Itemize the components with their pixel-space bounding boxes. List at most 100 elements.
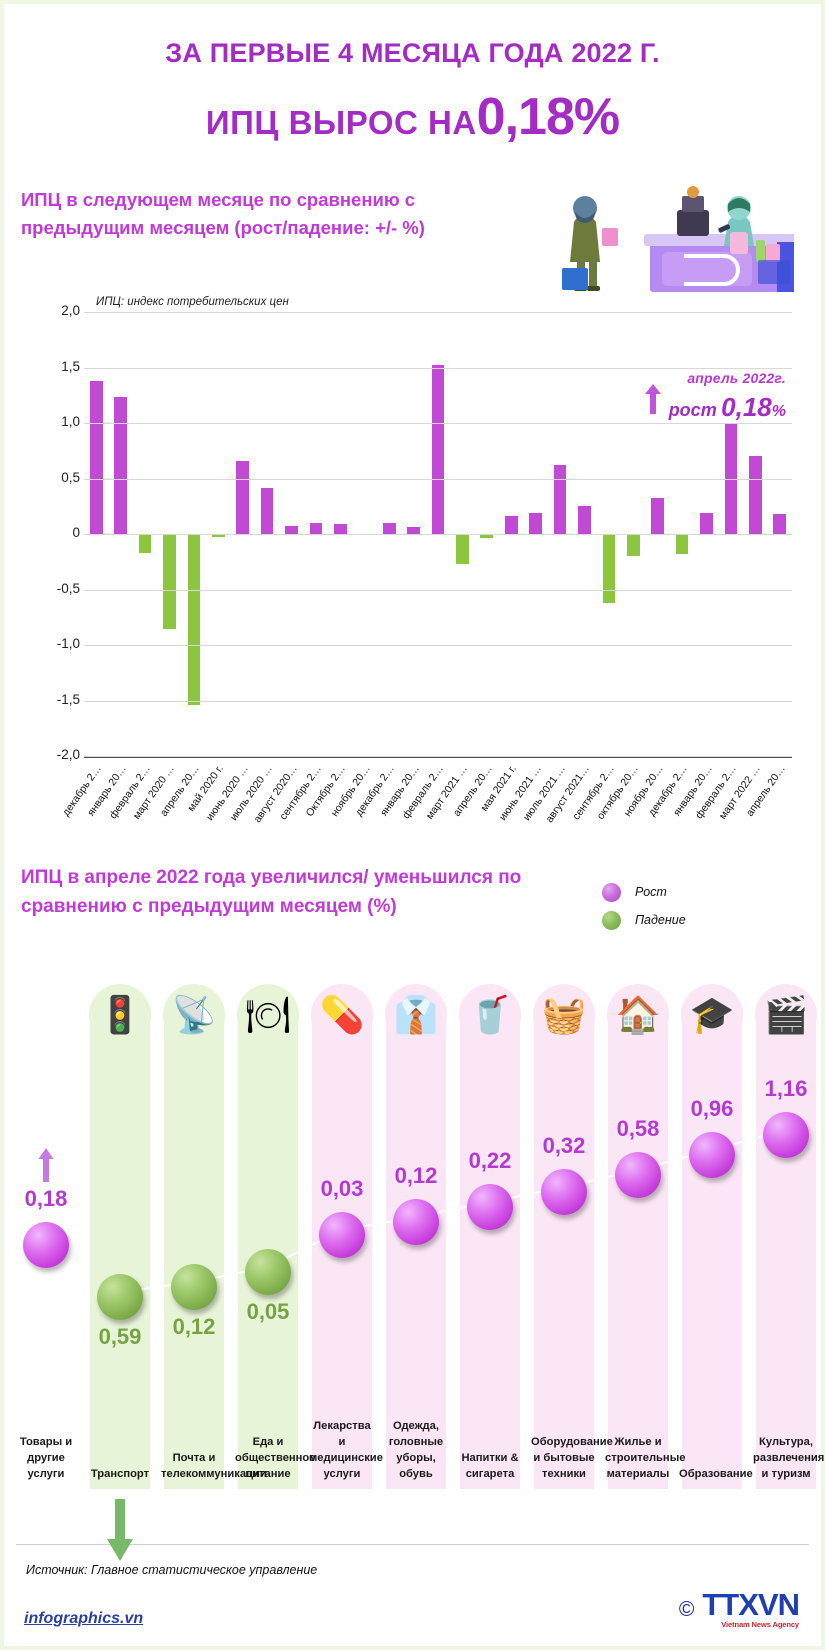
drink-cigarette-icon: 🥤	[459, 984, 521, 1046]
category-column[interactable]: 👔 0,12 Одежда, головные уборы, обувь	[379, 984, 453, 1489]
chart-bar	[163, 534, 176, 630]
section2-heading: ИПЦ в апреле 2022 года увеличился/ умень…	[21, 867, 522, 917]
chart-bar	[480, 534, 494, 539]
legend-dot-up-icon	[602, 882, 621, 902]
category-label: Напитки & сигарета	[461, 1452, 519, 1481]
category-column[interactable]: 0,18 Товары и другие услуги	[9, 984, 83, 1489]
category-column[interactable]: 🎬 1,16 Культура, развлечения и туризм	[749, 984, 824, 1489]
antenna-tower-icon: 📡	[163, 984, 225, 1046]
chart-gridline	[84, 645, 792, 646]
category-value: 0,59	[98, 1324, 142, 1349]
category-column[interactable]: 📡 0,12 Почта и телекоммуникации	[157, 984, 267, 1489]
legend-label-down: Падение	[635, 913, 686, 927]
chart-gridline	[84, 423, 792, 424]
category-value: 0,05	[246, 1299, 290, 1324]
category-column[interactable]: 🧺 0,32 Оборудование и бытовые техники	[527, 984, 613, 1489]
category-value: 0,12	[394, 1163, 438, 1188]
category-value: 0,32	[542, 1133, 586, 1158]
legend-label-up: Рост	[635, 885, 667, 899]
legend-item-up: Рост	[602, 878, 686, 906]
category-column[interactable]: 🎓 0,96 Образование	[675, 984, 753, 1489]
footer-divider	[16, 1544, 809, 1545]
chart-bar	[431, 365, 445, 534]
chart-bar	[309, 522, 323, 534]
category-columns: 0,18 Товары и другие услуги 🚦 0,59 Транспорт…	[9, 979, 824, 1561]
category-panel	[238, 1006, 298, 1489]
chart-bar	[211, 534, 225, 538]
shopping-illustration	[532, 186, 796, 298]
category-label: Товары и другие услуги	[19, 1436, 73, 1481]
category-value: 1,16	[764, 1076, 808, 1101]
chart-bar	[602, 534, 616, 603]
source-note: Источник: Главное статистическое управле…	[26, 1563, 318, 1577]
category-panel	[164, 1006, 224, 1489]
category-ball-up	[615, 1152, 661, 1198]
cpi-bar-chart: ИПЦ: индекс потребительских цен апрель 2…	[4, 296, 825, 866]
category-label: Лекарства и медицинские услуги	[309, 1420, 383, 1481]
copyright-icon: ©	[678, 1597, 695, 1621]
chart-x-labels: декабрь 2… январь 20… февраль 2… март 2020 …	[60, 759, 792, 864]
category-value: 0,58	[616, 1116, 660, 1141]
chart-bar	[700, 512, 713, 534]
chart-bar	[187, 534, 201, 705]
category-panel	[386, 1006, 446, 1489]
chart-bar	[651, 498, 665, 534]
chart-bars	[84, 312, 792, 756]
chart-legend: Рост Падение	[602, 878, 686, 934]
chart-bar	[578, 506, 591, 534]
chart-plot-area: апрель 2022г. рост 0,18% 2,0 1,5 1,0 0,5 0 -0…	[57, 303, 792, 762]
chart-bar	[504, 516, 518, 534]
chart-bar	[285, 526, 298, 534]
chart-gridline	[84, 312, 792, 313]
category-label: Образование	[679, 1468, 753, 1481]
category-column[interactable]: 🏠 0,58 Жилье и строительные материалы	[601, 984, 686, 1489]
category-panel	[534, 1006, 594, 1489]
category-label: Транспорт	[90, 1468, 150, 1481]
annotation-growth: рост 0,18%	[669, 392, 786, 423]
chart-bar	[626, 534, 640, 557]
category-panel	[90, 1006, 150, 1489]
category-value: 0,18	[24, 1186, 68, 1211]
chart-bar	[529, 512, 542, 534]
category-ball-up	[541, 1169, 587, 1215]
chart-y-tick-label: -1,0	[56, 636, 80, 651]
pill-icon: 💊	[311, 984, 373, 1046]
chart-y-tick-label: 1,5	[61, 358, 80, 374]
category-ball-up	[393, 1199, 439, 1245]
category-label: Почта и телекоммуникации	[161, 1452, 267, 1481]
category-panel	[682, 1006, 742, 1489]
traffic-light-icon: 🚦	[89, 984, 151, 1046]
category-label: Еда и общественное питание	[235, 1436, 316, 1481]
clothing-icon: 👔	[385, 984, 447, 1046]
category-ball-up	[23, 1222, 69, 1268]
page-title-line1: ЗА ПЕРВЫЕ 4 МЕСЯЦА ГОДА 2022 Г.	[165, 38, 660, 68]
chart-bar	[456, 534, 469, 564]
food-plate-icon: 🍽	[237, 984, 299, 1046]
chart-y-tick-label: 1,0	[61, 414, 80, 429]
annotation-date: апрель 2022г.	[687, 370, 786, 386]
arrow-up-icon	[645, 384, 661, 414]
chart-bar	[773, 514, 787, 534]
chart-gridline	[84, 367, 792, 369]
category-column[interactable]: 🍽 0,05 Еда и общественное питание	[231, 984, 316, 1489]
ttxvn-logo: © TTXVN Vietnam News Agency	[678, 1589, 800, 1630]
chart-y-tick-label: -1,5	[56, 691, 80, 707]
category-ball-down	[171, 1264, 217, 1310]
chart-y-tick-label: 2,0	[61, 303, 80, 318]
category-label: Жилье и строительные материалы	[605, 1436, 686, 1481]
arrow-up-icon	[38, 1148, 54, 1182]
category-ball-down	[245, 1249, 291, 1295]
category-ball-up	[467, 1184, 513, 1230]
category-value: 0,03	[320, 1176, 364, 1201]
site-url-link[interactable]: infographics.vn	[24, 1610, 144, 1627]
chart-bar	[333, 524, 347, 534]
graduation-cap-icon: 🎓	[681, 984, 743, 1046]
legend-item-down: Падение	[602, 906, 686, 934]
chart-y-tick-label: -0,5	[56, 580, 80, 596]
category-column[interactable]: 🚦 0,59 Транспорт	[83, 984, 157, 1561]
chart-y-tick-label: -2,0	[56, 747, 80, 762]
chart-gridline	[84, 756, 792, 757]
category-column[interactable]: 💊 0,03 Лекарства и медицинские услуги	[305, 984, 383, 1489]
category-column[interactable]: 🥤 0,22 Напитки & сигарета	[453, 984, 527, 1489]
